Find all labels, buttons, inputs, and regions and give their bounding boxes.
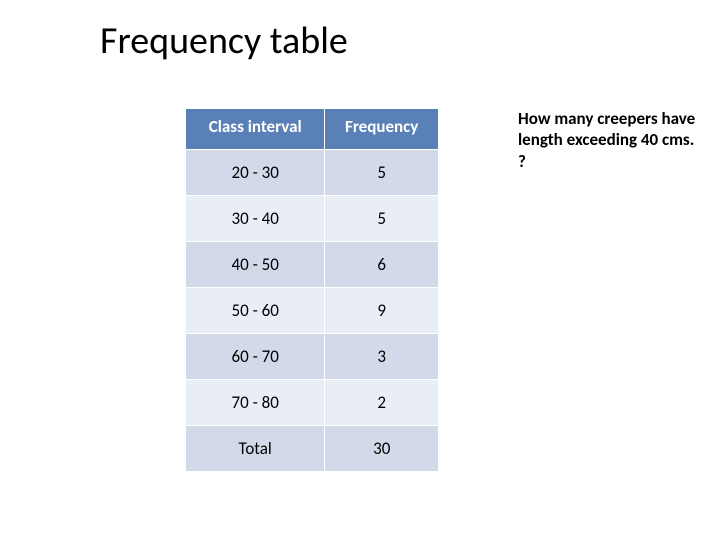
cell-frequency: 6 xyxy=(325,242,439,288)
table-row: 40 - 50 6 xyxy=(186,242,439,288)
cell-frequency: 9 xyxy=(325,288,439,334)
table-row: 60 - 70 3 xyxy=(186,334,439,380)
table-row: 20 - 30 5 xyxy=(186,150,439,196)
table-header-row: Class interval Frequency xyxy=(186,109,439,150)
cell-interval: 20 - 30 xyxy=(186,150,325,196)
cell-interval: 40 - 50 xyxy=(186,242,325,288)
cell-frequency: 3 xyxy=(325,334,439,380)
cell-interval: 30 - 40 xyxy=(186,196,325,242)
table-row: Total 30 xyxy=(186,426,439,472)
cell-frequency: 5 xyxy=(325,150,439,196)
cell-interval: 50 - 60 xyxy=(186,288,325,334)
cell-frequency: 2 xyxy=(325,380,439,426)
header-class-interval: Class interval xyxy=(186,109,325,150)
table-row: 70 - 80 2 xyxy=(186,380,439,426)
table-row: 50 - 60 9 xyxy=(186,288,439,334)
table-row: 30 - 40 5 xyxy=(186,196,439,242)
cell-interval: 70 - 80 xyxy=(186,380,325,426)
cell-interval: 60 - 70 xyxy=(186,334,325,380)
frequency-table: Class interval Frequency 20 - 30 5 30 - … xyxy=(185,108,439,472)
cell-frequency: 5 xyxy=(325,196,439,242)
cell-frequency: 30 xyxy=(325,426,439,472)
question-text: How many creepers have length exceeding … xyxy=(518,108,698,172)
cell-interval: Total xyxy=(186,426,325,472)
header-frequency: Frequency xyxy=(325,109,439,150)
slide-title: Frequency table xyxy=(100,18,348,64)
